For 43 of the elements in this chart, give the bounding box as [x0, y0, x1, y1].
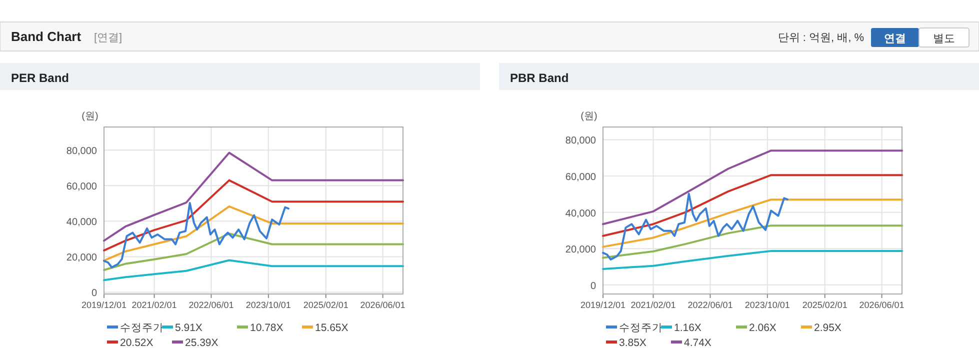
legend-label: 25.39X — [185, 337, 218, 349]
y-tick-label: 60,000 — [66, 182, 98, 193]
x-tick-label: 2021/02/01 — [630, 300, 676, 310]
x-tick-label: 2021/02/01 — [132, 300, 177, 310]
x-tick-label: 2022/06/01 — [688, 300, 733, 310]
x-tick-label: 2026/06/01 — [360, 300, 406, 310]
text: 연결 — [884, 33, 906, 45]
y-tick-label: 20,000 — [66, 252, 98, 264]
legend-label: 2.06X — [749, 322, 776, 334]
legend-label: 3.85X — [619, 337, 646, 349]
x-tick-label: 2026/06/01 — [859, 300, 904, 310]
text: [연결] — [94, 32, 122, 44]
legend-label: 5.91X — [175, 322, 202, 334]
y-axis-title: (원) — [82, 111, 98, 122]
legend-label: 수정주가 — [619, 322, 663, 334]
x-tick-label: 2019/12/01 — [580, 300, 626, 310]
legend-label: 1.16X — [674, 322, 702, 334]
y-tick-label: 20,000 — [565, 244, 596, 256]
y-tick-label: 0 — [91, 288, 98, 300]
legend-label: 수정주가 — [120, 322, 164, 334]
legend-label: 10.78X — [250, 322, 284, 334]
x-tick-label: 2025/02/01 — [303, 300, 348, 310]
x-tick-label: 2022/06/01 — [188, 300, 234, 310]
x-tick-label: 2023/10/01 — [246, 300, 291, 310]
y-tick-label: 80,000 — [66, 146, 98, 158]
chart-title: PER Band — [11, 71, 70, 85]
legend-label: 2.95X — [814, 322, 842, 334]
text: 별도 — [933, 33, 955, 45]
legend-label: 4.74X — [684, 337, 712, 349]
y-tick-label: 40,000 — [565, 208, 596, 220]
legend-label: 20.52X — [120, 337, 154, 349]
y-tick-label: 60,000 — [565, 172, 596, 184]
x-tick-label: 2023/10/01 — [744, 300, 790, 310]
y-tick-label: 40,000 — [66, 217, 98, 228]
y-axis-title: (원) — [580, 111, 598, 122]
y-tick-label: 80,000 — [565, 136, 596, 147]
x-tick-label: 2025/02/01 — [802, 300, 848, 310]
text: Band Chart — [11, 29, 82, 44]
y-tick-label: 0 — [590, 280, 596, 292]
x-tick-label: 2019/12/01 — [81, 300, 127, 310]
legend-label: 15.65X — [315, 322, 348, 334]
chart-title: PBR Band — [510, 71, 569, 85]
text: 단위 : 억원, 배, % — [778, 32, 864, 44]
